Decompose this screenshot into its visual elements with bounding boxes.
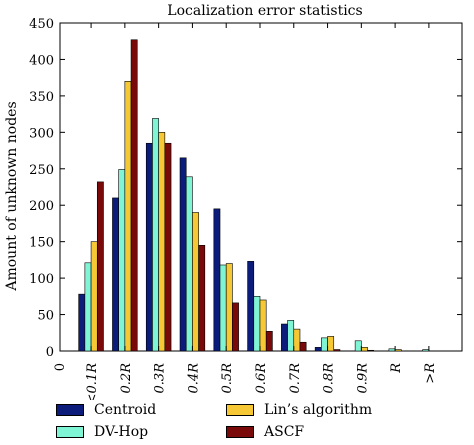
bar <box>78 293 86 352</box>
legend-swatch <box>226 426 254 438</box>
bar <box>293 328 301 352</box>
bar <box>422 349 430 352</box>
chart-legend: Centroid DV-Hop Lin’s algorithm ASCF <box>56 402 456 442</box>
bar <box>164 142 172 352</box>
bar <box>314 347 322 352</box>
bar <box>225 263 233 352</box>
legend-swatch <box>56 404 84 416</box>
y-tick-label: 350 <box>29 90 54 105</box>
x-tick-label: >R <box>423 363 438 384</box>
legend-item: ASCF <box>226 424 304 440</box>
bar <box>232 302 239 352</box>
bar <box>158 132 166 352</box>
bar <box>152 118 159 352</box>
legend-swatch <box>56 426 84 438</box>
y-tick-label: 400 <box>29 53 54 68</box>
bar <box>281 323 288 352</box>
legend-label: ASCF <box>264 424 305 440</box>
bar <box>361 347 368 352</box>
bar <box>185 176 193 352</box>
bar <box>388 348 396 352</box>
bar <box>327 336 335 352</box>
bar <box>367 349 375 352</box>
legend-item: Lin’s algorithm <box>226 402 372 418</box>
y-tick-label: 200 <box>29 199 54 214</box>
legend-item: Centroid <box>56 402 156 418</box>
y-tick-label: 0 <box>46 345 54 360</box>
legend-label: Centroid <box>94 402 157 418</box>
bar <box>96 181 104 352</box>
y-tick-label: 150 <box>29 236 54 251</box>
bar <box>287 320 295 352</box>
bar <box>130 39 138 352</box>
x-tick-label: 0.6R <box>254 363 269 394</box>
y-axis-label: Amount of unknown nodes <box>4 101 20 291</box>
bar <box>265 331 273 352</box>
legend-label: DV-Hop <box>94 424 149 440</box>
bar <box>192 212 199 352</box>
x-tick-label: 0.2R <box>119 363 134 394</box>
bar <box>333 349 341 352</box>
bar <box>321 337 328 352</box>
y-tick-label: 100 <box>29 272 54 287</box>
x-tick-label: 0 <box>53 363 68 371</box>
y-tick-label: 250 <box>29 163 54 178</box>
y-tick-label: 50 <box>37 309 54 324</box>
bar <box>179 157 187 352</box>
x-tick-label: 0.3R <box>153 363 168 394</box>
x-tick-label: 0.4R <box>186 363 201 394</box>
bar <box>145 142 153 352</box>
bar <box>118 169 126 352</box>
bar <box>90 241 98 352</box>
x-tick-label: 0.8R <box>322 363 337 394</box>
x-tick-label: <0.1R <box>85 363 100 400</box>
x-tick-label: 0.9R <box>355 363 370 394</box>
x-tick-label: 0.5R <box>220 363 235 394</box>
bar <box>247 261 255 352</box>
bar <box>253 296 261 352</box>
bar <box>124 81 132 352</box>
bar <box>198 245 206 352</box>
bar <box>394 349 402 352</box>
y-tick-label: 450 <box>29 17 54 32</box>
chart-marks: 0 50 100 150 200 250 300 350 400 450 0 <0.1R 0.2R 0.3… <box>29 17 463 404</box>
bar <box>84 262 92 352</box>
bar <box>213 208 221 352</box>
bar <box>259 299 267 352</box>
legend-label: Lin’s algorithm <box>264 402 373 418</box>
chart-plot: Localization error statistics Amount of … <box>4 3 463 404</box>
legend-item: DV-Hop <box>56 424 148 440</box>
x-tick-label: R <box>389 363 404 374</box>
x-tick-label: 0.7R <box>288 363 303 394</box>
chart-title: Localization error statistics <box>167 3 362 19</box>
bar <box>112 197 119 352</box>
bar <box>219 264 227 352</box>
bar <box>354 340 362 352</box>
y-tick-label: 300 <box>29 126 54 141</box>
legend-swatch <box>226 404 254 416</box>
bar <box>299 341 307 352</box>
